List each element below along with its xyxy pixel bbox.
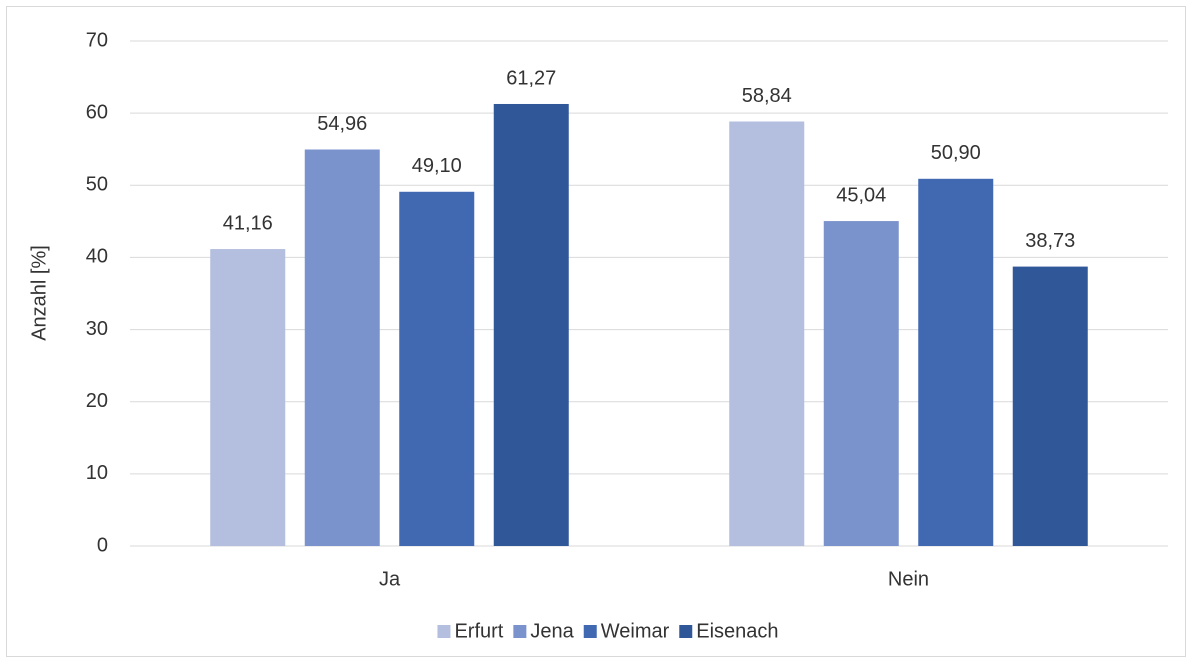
y-tick-label: 0: [97, 534, 108, 556]
legend-swatch: [583, 625, 597, 638]
legend-label: Jena: [530, 620, 574, 642]
legend-label: Erfurt: [454, 620, 503, 642]
data-label: 50,90: [931, 142, 981, 164]
y-axis-label: Anzahl [%]: [28, 245, 50, 341]
data-label: 38,73: [1025, 230, 1075, 252]
x-tick-label: Ja: [379, 568, 401, 590]
y-tick-label: 50: [86, 174, 108, 196]
legend-swatch: [513, 625, 527, 638]
x-tick-label: Nein: [888, 568, 929, 590]
data-label: 45,04: [836, 184, 886, 206]
y-tick-label: 10: [86, 462, 108, 484]
bar: [823, 221, 899, 546]
data-label: 58,84: [742, 85, 792, 107]
legend-swatch: [437, 625, 451, 638]
bar: [304, 149, 380, 546]
legend-label: Eisenach: [696, 620, 778, 642]
bar: [210, 249, 286, 546]
y-tick-label: 60: [86, 101, 108, 123]
y-tick-label: 20: [86, 390, 108, 412]
legend-swatch: [679, 625, 693, 638]
bar: [399, 191, 475, 546]
bar: [729, 121, 805, 547]
y-tick-label: 30: [86, 318, 108, 340]
chart-border: [6, 6, 1186, 657]
y-tick-label: 70: [86, 29, 108, 51]
bar: [1012, 266, 1088, 546]
legend-label: Weimar: [601, 620, 670, 642]
bar: [493, 103, 569, 546]
y-tick-label: 40: [86, 246, 108, 268]
bar: [918, 178, 994, 547]
data-label: 49,10: [412, 155, 462, 177]
data-label: 61,27: [506, 67, 556, 89]
data-label: 54,96: [317, 113, 367, 135]
data-label: 41,16: [223, 212, 273, 234]
